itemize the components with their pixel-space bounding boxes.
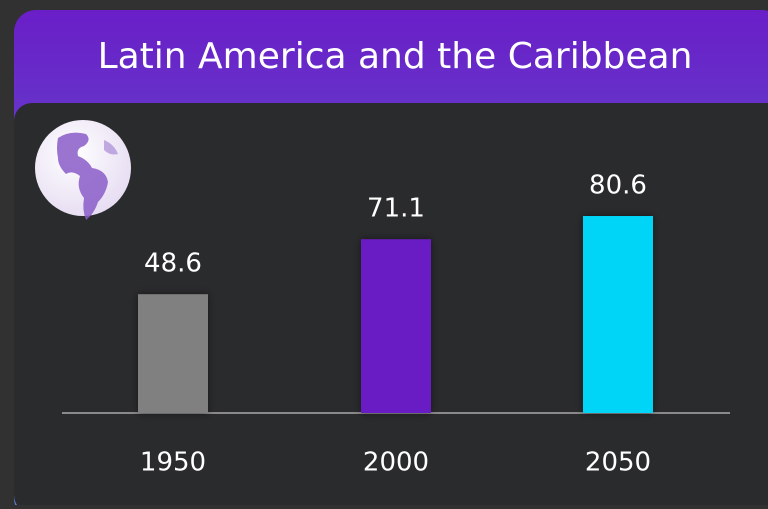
x-tick-label: 1950 [140, 448, 206, 478]
bar [361, 239, 431, 413]
bar [583, 216, 653, 413]
globe-icon [35, 120, 131, 220]
x-tick-label: 2050 [585, 448, 651, 478]
value-label: 48.6 [144, 249, 202, 279]
value-label: 80.6 [589, 171, 647, 201]
chart-title: Latin America and the Caribbean [98, 36, 693, 77]
value-label: 71.1 [367, 194, 425, 224]
bar [138, 294, 208, 413]
x-tick-label: 2000 [363, 448, 429, 478]
